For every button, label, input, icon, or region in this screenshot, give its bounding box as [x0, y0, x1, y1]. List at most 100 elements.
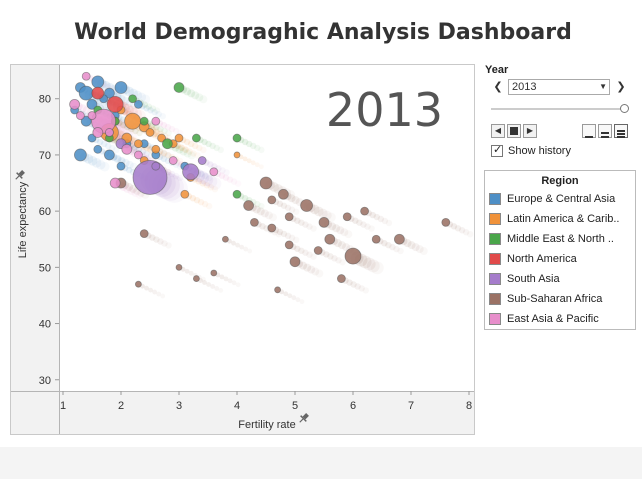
- view-large-button[interactable]: [614, 124, 628, 138]
- data-point[interactable]: [175, 263, 183, 271]
- view-medium-button[interactable]: [598, 124, 612, 138]
- data-point[interactable]: [324, 233, 336, 245]
- data-point[interactable]: [145, 128, 155, 137]
- legend-swatch: [489, 193, 501, 206]
- data-point[interactable]: [109, 177, 121, 189]
- year-slider-knob[interactable]: [620, 104, 629, 113]
- data-point[interactable]: [274, 286, 282, 294]
- data-point[interactable]: [267, 223, 277, 233]
- legend-item-east-asia-pacific[interactable]: East Asia & Pacific: [489, 313, 599, 329]
- data-point[interactable]: [344, 247, 362, 265]
- data-point[interactable]: [104, 87, 115, 99]
- data-point[interactable]: [342, 212, 352, 222]
- data-point[interactable]: [151, 144, 161, 154]
- x-tick-label-4: 4: [234, 400, 240, 412]
- step-back-button[interactable]: ◀: [491, 124, 505, 138]
- data-point[interactable]: [441, 217, 451, 227]
- data-point[interactable]: [243, 200, 255, 211]
- data-point[interactable]: [128, 94, 138, 104]
- data-point[interactable]: [267, 195, 277, 205]
- data-point[interactable]: [233, 151, 241, 159]
- data-point[interactable]: [371, 234, 381, 244]
- data-point[interactable]: [259, 176, 273, 190]
- data-point[interactable]: [232, 189, 242, 199]
- legend-item-middle-east[interactable]: Middle East & North ..: [489, 233, 614, 249]
- show-history-toggle[interactable]: ✓ Show history: [491, 144, 571, 158]
- year-select[interactable]: 2013 ▼: [508, 79, 610, 95]
- data-point[interactable]: [393, 233, 405, 245]
- y-axis-pin-icon[interactable]: [13, 169, 26, 182]
- data-point[interactable]: [197, 156, 207, 165]
- step-forward-button[interactable]: ▶: [523, 124, 537, 138]
- history-trail-point: [200, 276, 206, 282]
- data-point[interactable]: [289, 256, 301, 268]
- data-point[interactable]: [106, 95, 124, 113]
- data-point[interactable]: [174, 133, 184, 143]
- legend-item-south-asia[interactable]: South Asia: [489, 273, 560, 289]
- data-point[interactable]: [284, 240, 294, 250]
- show-history-checkbox[interactable]: ✓: [491, 144, 503, 158]
- data-point[interactable]: [80, 115, 92, 127]
- view-small-button[interactable]: [582, 124, 596, 138]
- data-point[interactable]: [173, 82, 185, 93]
- legend-item-latin-america[interactable]: Latin America & Carib..: [489, 213, 620, 229]
- data-point[interactable]: [210, 269, 218, 277]
- history-trail-point: [153, 123, 160, 131]
- data-point[interactable]: [105, 128, 114, 137]
- data-point[interactable]: [74, 148, 87, 162]
- data-point[interactable]: [151, 116, 161, 126]
- data-point[interactable]: [87, 111, 97, 120]
- data-point[interactable]: [313, 246, 323, 255]
- stop-button[interactable]: [507, 124, 521, 138]
- data-point[interactable]: [133, 99, 143, 109]
- data-point[interactable]: [232, 133, 242, 143]
- data-point[interactable]: [151, 161, 161, 171]
- data-point[interactable]: [277, 188, 289, 200]
- year-next-button[interactable]: ❯: [614, 79, 628, 95]
- x-axis-pin-icon[interactable]: [297, 412, 310, 425]
- data-point[interactable]: [104, 149, 115, 161]
- data-point[interactable]: [300, 199, 314, 212]
- data-point[interactable]: [92, 127, 104, 138]
- data-point[interactable]: [93, 144, 103, 154]
- legend-item-sub-saharan-africa[interactable]: Sub-Saharan Africa: [489, 293, 602, 309]
- data-point[interactable]: [76, 111, 85, 120]
- data-point[interactable]: [81, 71, 91, 81]
- data-point[interactable]: [191, 133, 201, 143]
- data-point[interactable]: [86, 98, 98, 110]
- data-point[interactable]: [221, 235, 229, 243]
- data-point[interactable]: [139, 116, 149, 126]
- data-point[interactable]: [161, 138, 173, 150]
- data-point[interactable]: [139, 229, 149, 239]
- data-point[interactable]: [209, 167, 219, 177]
- data-point[interactable]: [121, 143, 133, 155]
- data-point[interactable]: [168, 156, 178, 165]
- data-point[interactable]: [318, 216, 330, 228]
- year-prev-button[interactable]: ❮: [491, 79, 505, 95]
- history-trail-point: [352, 217, 359, 224]
- data-point[interactable]: [78, 85, 94, 101]
- data-point[interactable]: [134, 280, 142, 288]
- data-point[interactable]: [116, 161, 126, 171]
- data-point[interactable]: [182, 163, 200, 181]
- year-slider-track[interactable]: [491, 108, 625, 110]
- data-point[interactable]: [69, 98, 80, 110]
- history-trail-point: [207, 161, 214, 168]
- data-point[interactable]: [114, 81, 128, 94]
- legend-item-europe-central-asia[interactable]: Europe & Central Asia: [489, 193, 615, 209]
- data-point[interactable]: [180, 189, 190, 199]
- data-point[interactable]: [132, 160, 168, 195]
- data-point[interactable]: [360, 206, 370, 216]
- data-point[interactable]: [133, 139, 143, 149]
- data-point[interactable]: [284, 212, 294, 222]
- data-point[interactable]: [133, 150, 143, 160]
- history-trail-point: [187, 89, 196, 98]
- data-point[interactable]: [336, 274, 346, 283]
- data-point[interactable]: [249, 217, 259, 227]
- x-axis-title: Fertility rate: [238, 419, 295, 431]
- data-point[interactable]: [91, 75, 105, 89]
- data-point[interactable]: [124, 112, 142, 130]
- data-point[interactable]: [192, 275, 200, 282]
- data-point[interactable]: [91, 86, 105, 100]
- legend-item-north-america[interactable]: North America: [489, 253, 577, 269]
